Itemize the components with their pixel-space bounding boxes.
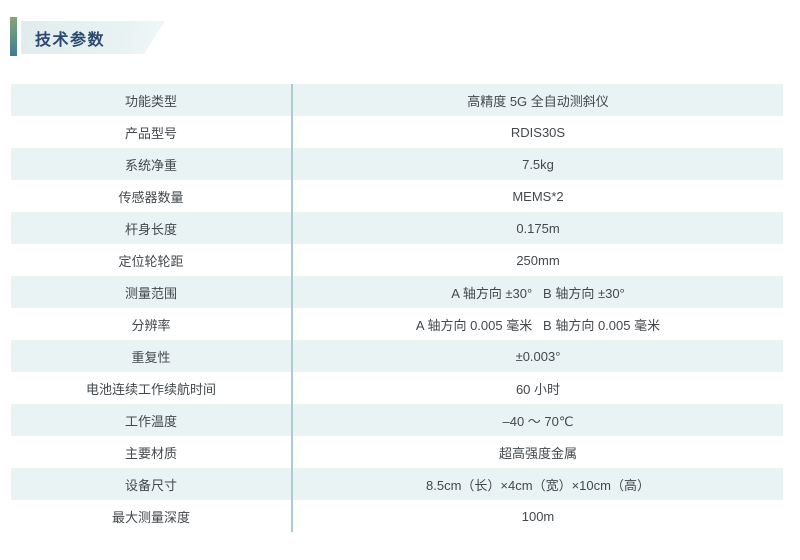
spec-label: 产品型号 (11, 116, 293, 148)
spec-label: 主要材质 (11, 436, 293, 468)
table-row: 最大测量深度 100m (11, 500, 783, 532)
spec-value: ±0.003° (515, 348, 561, 364)
spec-label: 电池连续工作续航时间 (11, 372, 293, 404)
table-row: 产品型号 RDIS30S (11, 116, 783, 148)
accent-bar (10, 17, 17, 56)
spec-value: 0.175m (516, 220, 560, 236)
spec-label: 传感器数量 (11, 180, 293, 212)
spec-label: 分辨率 (11, 308, 293, 340)
spec-value: 60 小时 (515, 381, 561, 397)
spec-value: RDIS30S (510, 124, 566, 140)
spec-value: –40 ～ 70℃ (502, 413, 574, 429)
spec-value: 7.5kg (522, 156, 554, 172)
spec-label: 系统净重 (11, 148, 293, 180)
spec-value: 超高强度金属 (498, 445, 577, 461)
spec-table: 功能类型 高精度 5G 全自动测斜仪 产品型号 RDIS30S 系统净重 7.5… (11, 84, 783, 532)
spec-label: 杆身长度 (11, 212, 293, 244)
table-row: 电池连续工作续航时间 60 小时 (11, 372, 783, 404)
section-title: 技术参数 (35, 31, 106, 49)
table-row: 重复性 ±0.003° (11, 340, 783, 372)
spec-label: 工作温度 (11, 404, 293, 436)
spec-label: 重复性 (11, 340, 293, 372)
spec-label: 测量范围 (11, 276, 293, 308)
table-row: 分辨率 A 轴方向 0.005 毫米 B 轴方向 0.005 毫米 (11, 308, 783, 340)
spec-label: 功能类型 (11, 84, 293, 116)
spec-label: 最大测量深度 (11, 500, 293, 532)
table-row: 设备尺寸 8.5cm（长）×4cm（宽）×10cm（高） (11, 468, 783, 500)
spec-value: A 轴方向 0.005 毫米 B 轴方向 0.005 毫米 (415, 317, 661, 333)
spec-value: 高精度 5G 全自动测斜仪 (467, 93, 609, 109)
spec-value: 8.5cm（长）×4cm（宽）×10cm（高） (426, 477, 650, 493)
spec-value: A 轴方向 ±30° B 轴方向 ±30° (451, 285, 625, 301)
spec-label: 定位轮轮距 (11, 244, 293, 276)
table-row: 传感器数量 MEMS*2 (11, 180, 783, 212)
table-row: 工作温度 –40 ～ 70℃ (11, 404, 783, 436)
table-row: 定位轮轮距 250mm (11, 244, 783, 276)
table-row: 测量范围 A 轴方向 ±30° B 轴方向 ±30° (11, 276, 783, 308)
table-row: 主要材质 超高强度金属 (11, 436, 783, 468)
section-title-badge: 技术参数 (21, 21, 165, 54)
spec-value: 250mm (516, 252, 560, 268)
spec-label: 设备尺寸 (11, 468, 293, 500)
table-row: 功能类型 高精度 5G 全自动测斜仪 (11, 84, 783, 116)
spec-value: MEMS*2 (512, 188, 564, 204)
spec-value: 100m (521, 508, 555, 524)
table-row: 杆身长度 0.175m (11, 212, 783, 244)
section-header: 技术参数 (0, 0, 800, 70)
table-row: 系统净重 7.5kg (11, 148, 783, 180)
